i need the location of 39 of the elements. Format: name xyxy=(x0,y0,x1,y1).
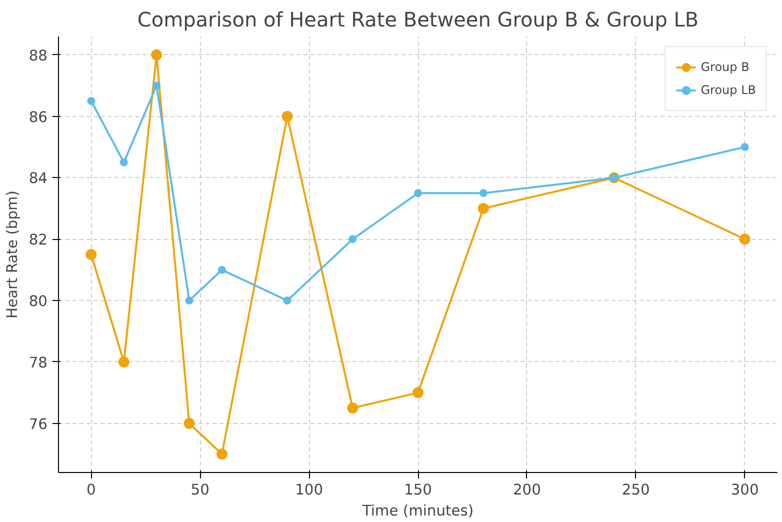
x-tick-label: 300 xyxy=(730,482,759,498)
legend-label: Group LB xyxy=(700,83,756,97)
point xyxy=(87,96,96,105)
point xyxy=(185,296,194,305)
x-tick-label: 250 xyxy=(622,482,650,498)
point xyxy=(740,143,749,152)
legend-label: Group B xyxy=(700,60,750,74)
point xyxy=(348,235,357,244)
point xyxy=(739,234,750,245)
point xyxy=(283,296,292,305)
x-tick-label: 150 xyxy=(404,482,432,498)
point xyxy=(120,158,128,166)
point xyxy=(414,189,422,198)
x-tick-label: 0 xyxy=(86,482,96,498)
y-tick-label: 76 xyxy=(28,416,48,433)
point xyxy=(216,448,228,460)
point xyxy=(218,266,226,274)
point xyxy=(478,202,489,214)
x-tick-label: 200 xyxy=(512,482,541,498)
point xyxy=(118,356,130,368)
point xyxy=(152,82,161,90)
y-tick-label: 82 xyxy=(28,232,48,249)
point xyxy=(347,402,358,414)
y-tick-label: 88 xyxy=(28,47,48,64)
point xyxy=(184,418,195,429)
y-tick-label: 78 xyxy=(28,354,48,372)
x-tick-label: 50 xyxy=(190,482,210,498)
x-tick-label: 100 xyxy=(295,482,324,498)
point xyxy=(151,49,162,60)
y-tick-label: 86 xyxy=(28,108,48,126)
point xyxy=(282,110,293,122)
x-axis-title: Time (minutes) xyxy=(361,502,474,520)
chart-title: Comparison of Heart Rate Between Group B & Group LB xyxy=(137,8,699,32)
point xyxy=(86,249,97,260)
y-axis-title: Heart Rate (bpm) xyxy=(4,190,21,319)
point xyxy=(412,387,424,398)
y-tick-label: 80 xyxy=(28,293,48,310)
point xyxy=(479,189,488,198)
y-tick-label: 84 xyxy=(28,170,48,188)
